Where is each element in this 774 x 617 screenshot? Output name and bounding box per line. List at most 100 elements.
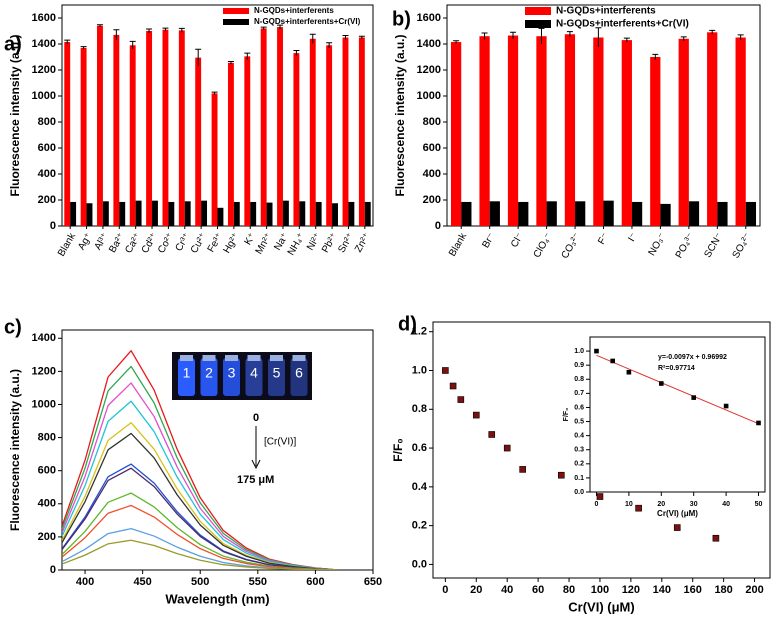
bar <box>450 42 462 226</box>
y-tick-label: 400 <box>38 168 56 180</box>
error-bar <box>737 34 744 41</box>
legend-label: N-GQDs+interferents <box>556 6 656 17</box>
point <box>503 444 511 452</box>
bar <box>536 36 547 227</box>
bar <box>660 203 671 226</box>
x-tick-label: Ca²⁺ <box>123 231 143 255</box>
x-tick-label: Ag⁺ <box>76 231 94 252</box>
point <box>635 504 642 512</box>
annotation: y=-0.0097x + 0.96992 <box>658 354 727 361</box>
spectrum-line <box>62 463 339 570</box>
x-tick-label: Zn²⁺ <box>353 231 373 254</box>
legend-swatch <box>525 7 551 15</box>
y-tick-label: 0.0 <box>412 558 427 570</box>
spectrum-line <box>62 467 339 570</box>
annotation: R²=0.97714 <box>658 365 695 372</box>
y-axis-label: F/F₀ <box>391 438 405 461</box>
y-tick-label: 1.2 <box>412 326 427 338</box>
point <box>756 420 761 426</box>
vial <box>200 358 218 396</box>
x-tick-label: 20 <box>657 501 665 508</box>
y-tick-label: 0 <box>50 220 56 232</box>
x-tick-label: PO₄³⁻ <box>674 231 697 260</box>
error-bar <box>538 27 545 44</box>
x-tick-label: K⁺ <box>243 231 259 247</box>
point <box>449 382 457 390</box>
y-tick-label: 600 <box>423 142 441 154</box>
bar <box>86 203 93 226</box>
y-tick-label: 200 <box>423 194 441 206</box>
point <box>673 524 681 531</box>
x-tick-label: 600 <box>306 576 324 588</box>
error-bar <box>652 53 659 60</box>
bar <box>479 36 490 227</box>
x-tick-label: 160 <box>684 584 702 596</box>
error-bar <box>178 27 185 33</box>
bar <box>326 45 333 226</box>
bar <box>97 25 103 226</box>
error-bar <box>595 27 602 48</box>
error-bar <box>195 48 202 67</box>
panel-label: d) <box>398 313 417 335</box>
legend-label: N-GQDs+interferents+Cr(VI) <box>556 19 689 30</box>
x-tick-label: 180 <box>714 584 732 596</box>
spectrum-line <box>62 492 339 570</box>
error-bar <box>566 31 573 37</box>
point <box>712 534 720 542</box>
bar <box>332 203 338 226</box>
y-tick-label: 0.9 <box>574 362 584 369</box>
error-bar <box>211 91 218 95</box>
bar <box>178 30 185 226</box>
error-bar <box>80 46 87 50</box>
y-tick-label: 0.2 <box>412 520 427 532</box>
error-bar <box>293 50 300 56</box>
bar <box>299 201 306 226</box>
y-tick-label: 400 <box>423 168 441 180</box>
error-bar <box>227 61 234 65</box>
vial-cap <box>292 355 306 361</box>
panel-label: b) <box>392 8 411 30</box>
bar <box>233 201 240 226</box>
x-axis-label: Cr(VI) (μM) <box>568 599 634 614</box>
bar <box>707 32 718 226</box>
y-tick-label: 800 <box>423 116 441 128</box>
error-bar <box>64 39 71 44</box>
y-tick-label: 1200 <box>417 64 441 76</box>
y-tick-label: 1000 <box>32 90 56 102</box>
panel-label: c) <box>4 316 22 338</box>
error-bar <box>113 29 120 41</box>
y-tick-label: 800 <box>38 431 56 443</box>
bar <box>277 27 283 226</box>
annotation: 175 μM <box>237 474 274 486</box>
y-tick-label: 1600 <box>417 12 441 24</box>
x-axis-label: Cr(VI) (μM) <box>657 509 698 518</box>
y-tick-label: 1000 <box>417 90 441 102</box>
bar <box>195 57 202 227</box>
error-bar <box>623 37 630 43</box>
error-bar <box>680 36 687 41</box>
y-tick-label: 1400 <box>417 38 441 50</box>
vial <box>223 358 240 396</box>
error-bar <box>96 24 103 27</box>
y-tick-label: 0.8 <box>574 376 584 383</box>
spectrum-line <box>62 432 339 570</box>
y-tick-label: 1600 <box>32 12 56 24</box>
bar <box>315 201 322 226</box>
bar <box>717 201 728 226</box>
y-tick-label: 0 <box>50 564 56 576</box>
y-tick-label: 0.2 <box>574 461 584 468</box>
bar <box>688 201 700 226</box>
bar <box>745 201 757 226</box>
vial-label: 2 <box>205 365 213 381</box>
vial-cap <box>225 355 238 361</box>
vial-label: 1 <box>183 365 191 381</box>
vial-cap <box>202 355 216 361</box>
vial <box>268 358 285 396</box>
x-tick-label: I⁻ <box>626 231 640 243</box>
bar <box>593 37 604 226</box>
bar <box>113 34 120 227</box>
bar <box>119 201 126 226</box>
bar <box>201 200 208 226</box>
y-tick-label: 1400 <box>32 38 56 50</box>
x-tick-label: 0 <box>442 584 448 596</box>
